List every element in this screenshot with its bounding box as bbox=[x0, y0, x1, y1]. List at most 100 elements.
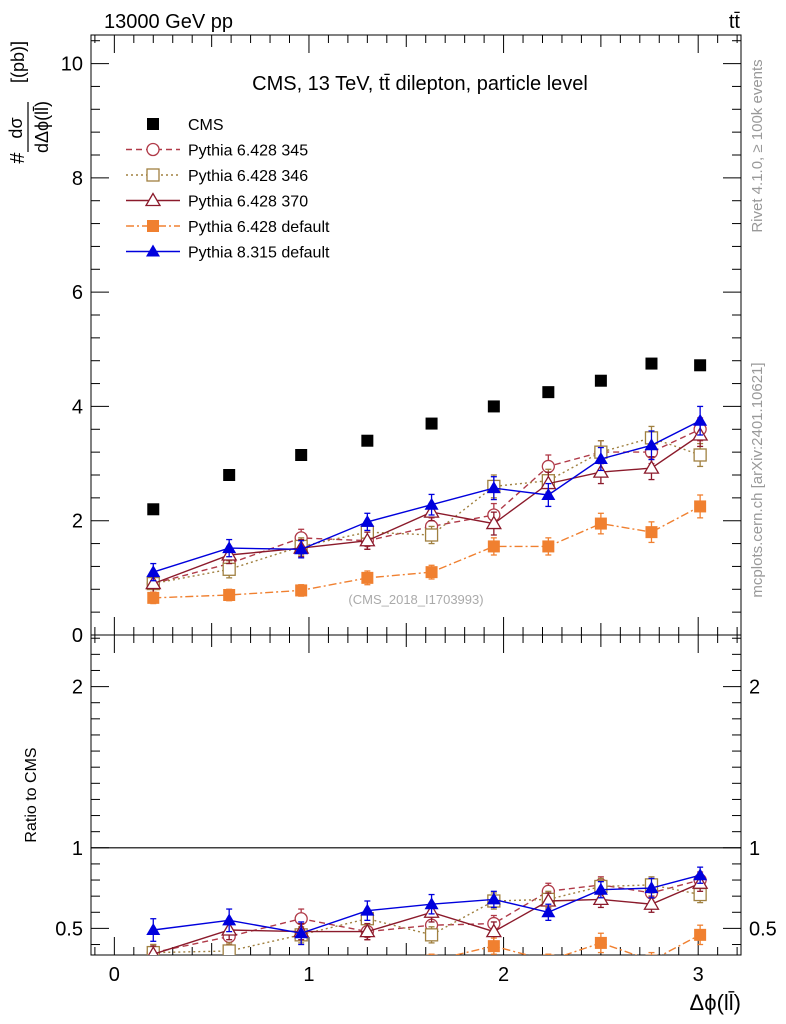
main-point-p370 bbox=[145, 575, 162, 590]
rivet-label: Rivet 4.1.0, ≥ 100k events bbox=[749, 59, 766, 232]
main-point-p8def bbox=[593, 452, 608, 464]
ratio-xtick-label: 2 bbox=[498, 964, 509, 986]
y-label-denominator: dΔϕ(ll̄) bbox=[32, 101, 52, 153]
ratio-point-p6def bbox=[223, 964, 235, 976]
ratio-ytick-label: 1 bbox=[72, 838, 83, 860]
legend-marker-p346 bbox=[146, 168, 160, 182]
ratio-xtick-label: 1 bbox=[303, 964, 314, 986]
main-point-cms bbox=[147, 503, 160, 516]
legend-marker-p345 bbox=[146, 142, 160, 157]
ratio-line-p370 bbox=[153, 882, 701, 955]
ratio-series-layer bbox=[146, 866, 709, 976]
legend-label-p370: Pythia 6.428 370 bbox=[188, 194, 308, 211]
legend-entry-p346: Pythia 6.428 346 bbox=[126, 168, 308, 185]
watermark: (CMS_2018_I1703993) bbox=[348, 592, 483, 607]
main-point-p370 bbox=[359, 532, 376, 547]
main-ytick-label: 4 bbox=[72, 396, 83, 418]
main-ytick-label: 8 bbox=[72, 168, 83, 190]
legend-marker-p8def bbox=[146, 244, 160, 257]
main-x-ticks bbox=[94, 35, 738, 635]
ratio-point-p6def bbox=[425, 954, 438, 955]
main-y-ticks: 0 2 4 6 8 10 bbox=[61, 40, 741, 647]
main-point-p6def bbox=[223, 589, 236, 601]
main-point-p370 bbox=[485, 515, 502, 530]
ratio-xtick-label: 3 bbox=[693, 964, 704, 986]
ratio-x-ticks: 0 1 2 3 bbox=[94, 635, 738, 986]
legend-label-p345: Pythia 6.428 345 bbox=[188, 143, 308, 160]
ratio-point-p370 bbox=[147, 945, 159, 955]
main-series-p8def bbox=[146, 405, 708, 582]
main-point-p8def bbox=[146, 565, 161, 578]
ratio-ytick-label-right: 2 bbox=[749, 677, 760, 699]
y-label-numerator: dσ bbox=[6, 117, 26, 138]
main-point-p370 bbox=[643, 459, 660, 474]
main-line-p346 bbox=[153, 437, 701, 585]
ratio-point-p8def bbox=[294, 926, 309, 939]
ratio-point-p6def bbox=[694, 928, 707, 941]
ratio-point-p370 bbox=[359, 923, 376, 938]
ratio-xtick-label: 0 bbox=[109, 964, 120, 986]
ratio-point-p6def bbox=[542, 954, 555, 955]
ratio-series-group bbox=[146, 866, 709, 976]
main-ytick-label: 10 bbox=[61, 54, 83, 76]
ratio-y-ticks: 0.5 0.5 1 1 2 2 bbox=[55, 637, 777, 946]
main-point-p6def bbox=[694, 500, 707, 513]
ratio-y-label: Ratio to CMS bbox=[23, 747, 40, 842]
legend-entry-p345: Pythia 6.428 345 bbox=[126, 143, 308, 160]
main-ytick-label: 2 bbox=[72, 511, 83, 533]
main-point-cms bbox=[594, 374, 607, 387]
chart-title: CMS, 13 TeV, tt̄ dilepton, particle leve… bbox=[252, 73, 588, 95]
ratio-point-p8def bbox=[644, 881, 659, 894]
main-point-cms bbox=[487, 400, 500, 413]
mcplots-label: mcplots.cern.ch [arXiv:2401.10621] bbox=[749, 362, 766, 597]
main-line-p6def bbox=[153, 505, 701, 599]
ratio-line-p346 bbox=[153, 884, 701, 954]
main-panel: 0 2 4 6 8 10 CMS, 13 TeV, tt̄ dilepton, parti… bbox=[6, 34, 742, 647]
ratio-point-p370 bbox=[643, 895, 660, 910]
process-label: tt̄ bbox=[729, 11, 741, 33]
main-point-p8def bbox=[644, 438, 659, 451]
main-point-p8def bbox=[360, 514, 375, 527]
ratio-frame bbox=[90, 634, 742, 956]
ratio-line-p8def bbox=[153, 874, 701, 934]
ratio-point-p346 bbox=[222, 944, 236, 955]
legend-label-cms: CMS bbox=[188, 117, 224, 134]
ratio-point-p370 bbox=[485, 923, 502, 938]
ratio-ytick-label-right: 1 bbox=[749, 838, 760, 860]
legend-marker-p6def bbox=[147, 220, 159, 232]
energy-label: 13000 GeV pp bbox=[104, 11, 233, 33]
legend-marker-p370 bbox=[144, 192, 162, 207]
legend-label-p6def: Pythia 6.428 default bbox=[188, 219, 330, 236]
main-point-p6def bbox=[425, 566, 438, 579]
ratio-point-p6def bbox=[594, 936, 607, 949]
main-ytick-label: 6 bbox=[72, 282, 83, 304]
ratio-point-p8def bbox=[360, 903, 375, 916]
main-series-p6def bbox=[147, 494, 707, 605]
main-point-cms bbox=[645, 357, 658, 370]
main-series-cms bbox=[147, 357, 707, 516]
legend-entry-p370: Pythia 6.428 370 bbox=[126, 192, 308, 211]
ratio-panel: 0.5 0.5 1 1 2 2 0 1 2 3 Ratio to CMS Δϕ(ll̄) bbox=[23, 634, 777, 1015]
main-point-cms bbox=[223, 469, 236, 481]
ratio-ytick-label: 0.5 bbox=[55, 918, 83, 940]
y-label-unit: [(pb)] bbox=[8, 41, 28, 83]
main-point-p8def bbox=[294, 542, 309, 555]
legend-entry-p6def: Pythia 6.428 default bbox=[126, 219, 330, 236]
main-point-cms bbox=[295, 449, 308, 461]
ratio-point-p8def bbox=[541, 905, 556, 918]
ratio-point-p8def bbox=[146, 923, 161, 936]
main-point-p6def bbox=[361, 571, 374, 584]
ratio-series-p8def bbox=[146, 866, 708, 946]
ratio-point-p6def bbox=[147, 958, 159, 970]
main-point-p6def bbox=[645, 526, 658, 539]
ratio-point-p8def bbox=[693, 868, 708, 881]
main-series-layer bbox=[145, 357, 709, 605]
main-point-cms bbox=[694, 359, 707, 372]
ratio-point-p8def bbox=[593, 882, 608, 895]
main-y-axis-label: # dσ dΔϕ(ll̄) [(pb)] bbox=[6, 41, 52, 164]
legend: CMS Pythia 6.428 345 Pythia 6.428 346 Pythi… bbox=[126, 117, 330, 262]
ratio-point-p8def bbox=[424, 897, 439, 910]
ratio-series-p6def bbox=[147, 924, 707, 976]
legend-label-p346: Pythia 6.428 346 bbox=[188, 168, 308, 185]
